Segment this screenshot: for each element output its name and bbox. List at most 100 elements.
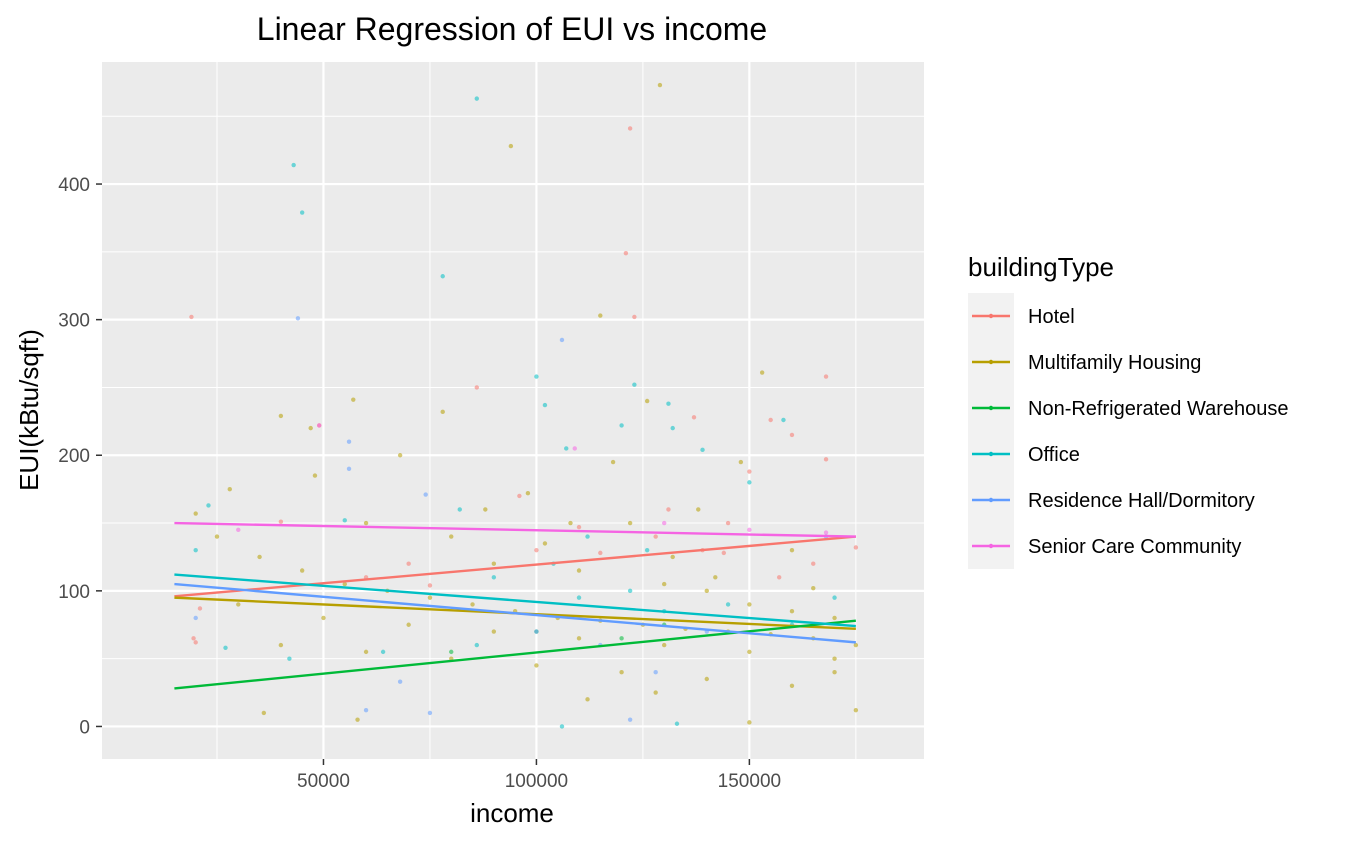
- legend-label: Non-Refrigerated Warehouse: [1028, 398, 1289, 420]
- data-point: [832, 670, 837, 675]
- legend-items: Hotel Multifamily Housing Non-Refrigerated…: [972, 306, 1289, 558]
- data-point: [661, 581, 667, 587]
- data-point: [704, 588, 709, 594]
- data-point: [725, 520, 731, 526]
- data-point: [653, 534, 658, 539]
- data-point: [206, 503, 211, 508]
- data-point: [568, 520, 573, 526]
- data-point: [832, 615, 837, 621]
- data-point: [423, 492, 428, 497]
- data-point: [696, 507, 701, 512]
- data-point: [474, 385, 479, 390]
- data-point: [653, 670, 658, 675]
- data-point: [823, 530, 829, 535]
- data-point: [789, 608, 795, 614]
- data-point: [768, 417, 773, 423]
- data-point: [517, 493, 522, 499]
- data-point: [534, 374, 539, 379]
- data-point: [559, 337, 565, 343]
- data-point: [227, 486, 232, 492]
- data-point: [666, 507, 671, 512]
- major-gridlines: [102, 62, 924, 759]
- data-point: [236, 527, 241, 533]
- data-point: [197, 606, 203, 611]
- data-point: [619, 423, 624, 428]
- legend-key-point: [988, 543, 994, 549]
- data-point: [823, 374, 829, 379]
- data-point: [278, 413, 284, 419]
- data-point: [789, 547, 795, 553]
- data-point: [759, 370, 765, 375]
- data-point: [351, 397, 356, 402]
- x-tick-label: 100000: [505, 771, 568, 792]
- data-point: [508, 143, 514, 149]
- data-point: [483, 507, 488, 512]
- x-axis-ticks: 50000 100000 150000: [297, 759, 781, 792]
- y-axis-title: EUI(kBtu/sqft): [14, 329, 44, 491]
- data-point: [236, 602, 241, 607]
- data-point: [585, 697, 590, 702]
- data-point: [781, 417, 786, 423]
- data-point: [644, 398, 650, 404]
- data-point: [363, 520, 369, 526]
- data-point: [457, 507, 462, 512]
- data-point: [738, 459, 744, 465]
- data-point: [295, 316, 301, 321]
- data-point: [725, 602, 731, 607]
- y-tick-label: 200: [58, 446, 90, 467]
- data-point: [534, 547, 539, 553]
- data-point: [853, 642, 859, 648]
- y-tick-label: 100: [58, 582, 90, 603]
- data-point: [747, 469, 752, 474]
- regression-line: [174, 521, 856, 538]
- data-point: [427, 710, 433, 716]
- plot-panel: [102, 62, 924, 759]
- data-point: [474, 642, 479, 648]
- data-point: [193, 511, 198, 516]
- data-point: [627, 588, 633, 594]
- data-point: [189, 314, 194, 320]
- data-point: [542, 541, 548, 546]
- data-point: [363, 649, 369, 655]
- data-point: [670, 425, 675, 431]
- data-point: [542, 402, 548, 408]
- legend-label: Hotel: [1028, 306, 1075, 328]
- data-point: [789, 683, 795, 688]
- data-point: [832, 656, 837, 661]
- data-point: [193, 615, 198, 621]
- data-point: [321, 615, 326, 621]
- data-point: [627, 126, 633, 131]
- data-point: [564, 446, 569, 451]
- data-point: [440, 409, 445, 415]
- data-point: [644, 547, 650, 553]
- minor-gridlines: [102, 62, 924, 759]
- data-point: [317, 423, 322, 428]
- data-point: [223, 645, 228, 651]
- regression-line: [174, 582, 856, 644]
- y-tick-label: 0: [79, 717, 90, 738]
- data-point: [257, 554, 262, 560]
- y-axis-ticks: 0 100 200 300 400: [58, 175, 102, 738]
- data-point: [576, 636, 582, 641]
- data-point: [598, 313, 603, 318]
- y-tick-label: 300: [58, 311, 90, 332]
- data-point: [355, 717, 360, 722]
- data-point: [776, 575, 782, 580]
- data-point: [674, 721, 680, 726]
- data-point: [747, 720, 752, 725]
- data-point: [308, 425, 313, 431]
- data-point: [811, 561, 816, 566]
- regression-line: [174, 535, 856, 598]
- x-tick-label: 50000: [297, 771, 350, 792]
- data-point: [713, 575, 718, 580]
- data-point: [363, 707, 369, 713]
- data-point: [747, 649, 752, 655]
- legend-label: Multifamily Housing: [1028, 352, 1201, 374]
- data-point: [525, 491, 531, 496]
- x-tick-label: 150000: [718, 771, 781, 792]
- legend-key-point: [988, 451, 994, 457]
- data-point: [619, 670, 624, 675]
- data-point: [449, 534, 454, 539]
- legend-key-point: [988, 313, 994, 319]
